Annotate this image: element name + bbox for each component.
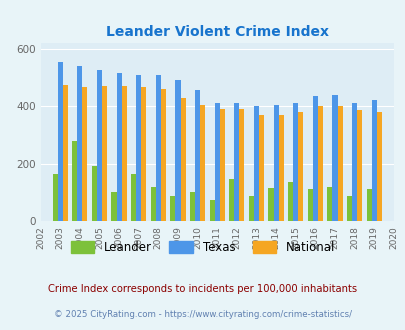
Bar [116,73,121,221]
Bar [63,84,68,221]
Bar [253,106,258,221]
Text: Crime Index corresponds to incidents per 100,000 inhabitants: Crime Index corresponds to incidents per… [48,284,357,294]
Bar [219,109,224,221]
Bar [307,189,312,221]
Bar [239,109,244,221]
Bar [58,62,63,221]
Bar [82,87,87,221]
Bar [97,70,102,221]
Bar [351,103,356,221]
Bar [141,87,146,221]
Bar [122,86,126,221]
Bar [194,90,200,221]
Bar [278,115,283,221]
Bar [228,179,234,221]
Bar [175,80,180,221]
Title: Leander Violent Crime Index: Leander Violent Crime Index [105,25,328,39]
Bar [332,95,337,221]
Legend: Leander, Texas, National: Leander, Texas, National [70,241,335,254]
Bar [111,192,116,221]
Bar [209,200,214,221]
Bar [298,112,303,221]
Bar [190,192,194,221]
Bar [170,196,175,221]
Bar [346,196,351,221]
Bar [150,187,156,221]
Bar [312,96,317,221]
Bar [287,182,292,221]
Bar [156,75,160,221]
Bar [371,100,376,221]
Bar [356,110,361,221]
Bar [102,86,107,221]
Bar [214,103,219,221]
Bar [268,188,273,221]
Bar [366,189,371,221]
Bar [326,186,332,221]
Bar [92,167,97,221]
Bar [317,106,322,221]
Text: © 2025 CityRating.com - https://www.cityrating.com/crime-statistics/: © 2025 CityRating.com - https://www.city… [54,310,351,319]
Bar [72,141,77,221]
Bar [273,105,278,221]
Bar [200,105,205,221]
Bar [248,196,253,221]
Bar [77,66,82,221]
Bar [258,115,264,221]
Bar [131,174,136,221]
Bar [160,89,166,221]
Bar [234,103,239,221]
Bar [337,106,342,221]
Bar [52,174,58,221]
Bar [376,112,381,221]
Bar [292,103,298,221]
Bar [180,97,185,221]
Bar [136,75,141,221]
